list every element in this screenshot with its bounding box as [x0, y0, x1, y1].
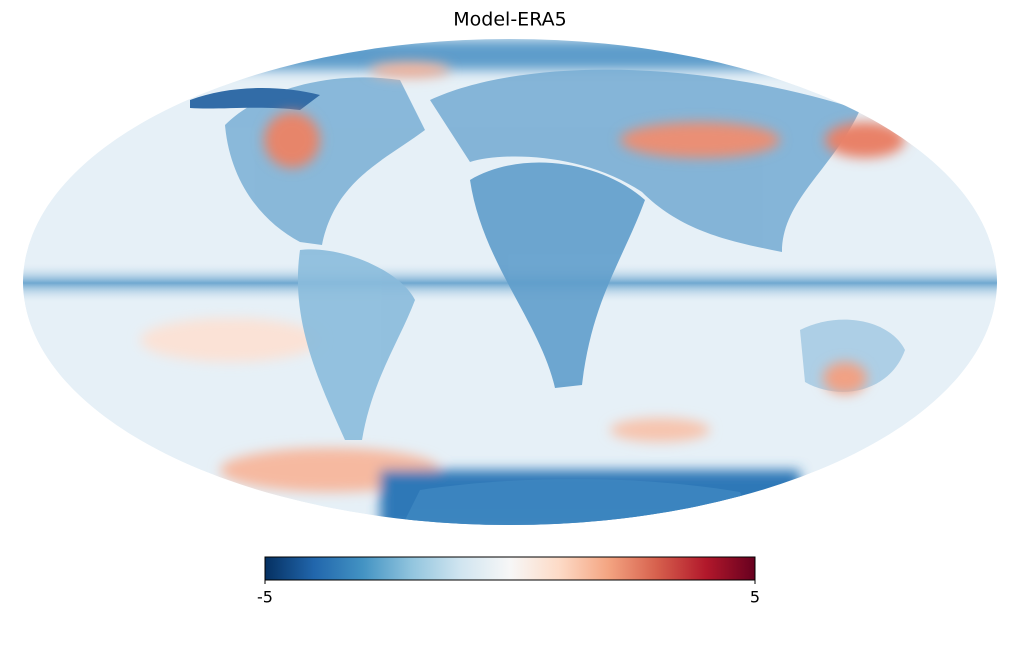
warm-anomaly [825, 122, 905, 158]
colorbar-gradient [264, 556, 756, 581]
arctic-coast [190, 88, 320, 110]
map-title: Model-ERA5 [453, 9, 566, 31]
warm-patch [140, 318, 320, 362]
warm-anomaly [264, 112, 320, 168]
africa [470, 162, 645, 388]
warm-anomalies [264, 62, 905, 394]
warm-patch [610, 418, 710, 442]
colorbar-tick-label: -5 [257, 588, 273, 607]
colorbar: -5 5 [257, 556, 760, 607]
warm-anomaly [620, 122, 780, 158]
eurasia [430, 69, 860, 252]
colorbar-tick-label: 5 [750, 588, 760, 607]
warm-anomaly [370, 62, 450, 78]
arctic-band [150, 40, 850, 70]
globe [23, 39, 997, 525]
warm-anomaly [823, 362, 867, 394]
south-america [297, 249, 415, 440]
